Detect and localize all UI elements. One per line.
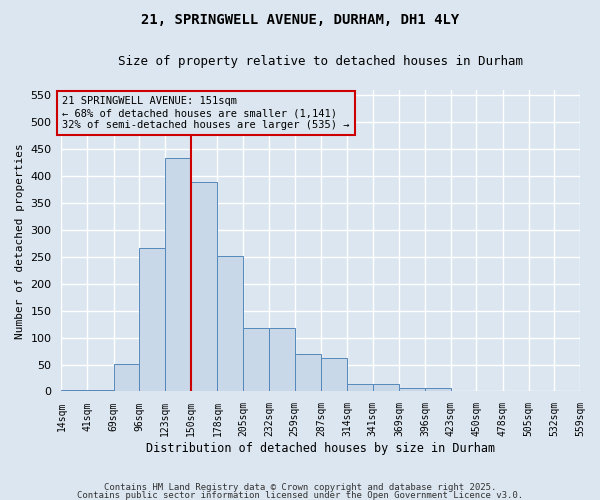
Bar xyxy=(321,358,347,392)
X-axis label: Distribution of detached houses by size in Durham: Distribution of detached houses by size … xyxy=(146,442,495,455)
Bar xyxy=(217,256,243,392)
Bar xyxy=(114,364,139,392)
Bar xyxy=(373,384,399,392)
Text: Contains HM Land Registry data © Crown copyright and database right 2025.: Contains HM Land Registry data © Crown c… xyxy=(104,484,496,492)
Text: Contains public sector information licensed under the Open Government Licence v3: Contains public sector information licen… xyxy=(77,491,523,500)
Bar xyxy=(139,248,165,392)
Bar xyxy=(399,388,425,392)
Text: 21 SPRINGWELL AVENUE: 151sqm
← 68% of detached houses are smaller (1,141)
32% of: 21 SPRINGWELL AVENUE: 151sqm ← 68% of de… xyxy=(62,96,350,130)
Text: 21, SPRINGWELL AVENUE, DURHAM, DH1 4LY: 21, SPRINGWELL AVENUE, DURHAM, DH1 4LY xyxy=(141,12,459,26)
Bar xyxy=(87,390,114,392)
Title: Size of property relative to detached houses in Durham: Size of property relative to detached ho… xyxy=(118,55,523,68)
Bar xyxy=(425,388,451,392)
Bar xyxy=(347,384,373,392)
Y-axis label: Number of detached properties: Number of detached properties xyxy=(15,143,25,338)
Bar xyxy=(165,158,191,392)
Bar xyxy=(295,354,321,392)
Bar xyxy=(243,328,269,392)
Bar xyxy=(61,390,87,392)
Bar xyxy=(191,182,217,392)
Bar xyxy=(476,391,503,392)
Bar xyxy=(269,328,295,392)
Bar xyxy=(554,391,580,392)
